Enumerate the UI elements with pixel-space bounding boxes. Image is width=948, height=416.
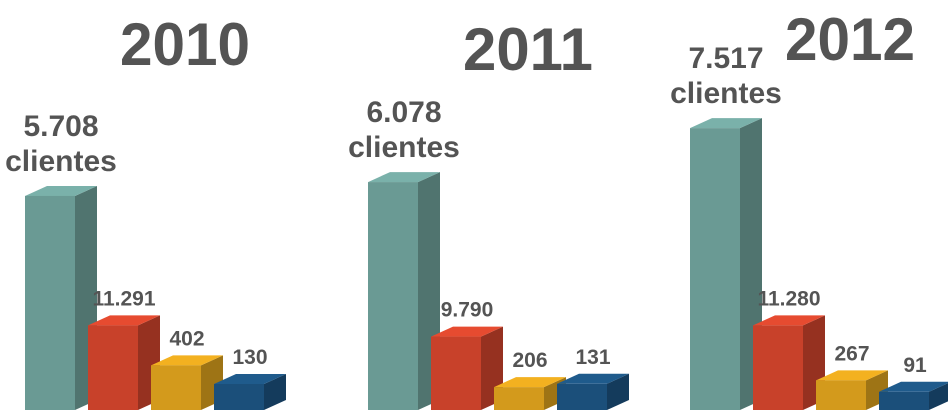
value-label: 267 [834,342,869,365]
bar [368,182,418,410]
bar [690,128,740,411]
value-label: 9.790 [441,299,494,322]
year-title: 2012 [785,6,915,73]
bar-top [25,185,97,196]
bar [753,325,803,410]
unit-label: clientes [348,131,460,164]
bar-top [753,315,825,326]
bar-side [264,374,286,410]
bar-top [431,326,503,337]
bar [557,383,607,410]
value-label: 7.517 [688,42,763,75]
unit-label: clientes [670,77,782,110]
bar [431,336,481,410]
bar-top [494,377,566,388]
bar [879,391,929,410]
bar [816,380,866,410]
bar [214,384,264,410]
value-label: 402 [169,327,204,350]
bar-top [368,172,440,183]
value-label: 5.708 [23,110,98,143]
value-label: 11.280 [757,287,820,310]
value-label: 6.078 [366,96,441,129]
bar-top [214,374,286,384]
bar [88,325,138,410]
bar [494,387,544,410]
value-label: 131 [575,346,610,369]
bar-top [690,118,762,129]
bar-top [151,355,223,366]
bar-top [88,315,160,326]
bar-side [607,373,629,410]
value-label: 91 [903,354,927,377]
bar-side [929,383,948,410]
bar-top [816,370,888,381]
value-label: 11.291 [92,287,155,310]
bar-top [879,381,948,392]
value-label: 206 [512,349,547,372]
bar [151,365,201,410]
unit-label: clientes [5,145,117,178]
year-title: 2010 [120,11,250,78]
year-title: 2011 [463,16,593,83]
bar-top [557,373,629,384]
bar [25,195,75,410]
value-label: 130 [232,346,267,369]
